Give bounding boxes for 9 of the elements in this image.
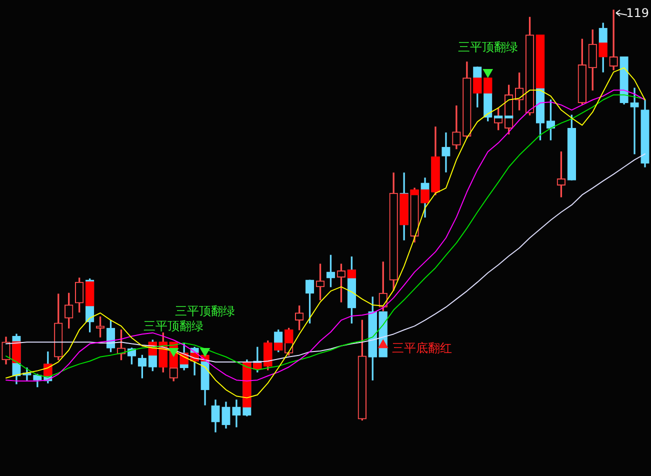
candlestick (630, 88, 639, 154)
series-label: 三平顶翻绿 (144, 319, 204, 334)
candlestick (609, 10, 618, 70)
text: 三平顶翻绿 (175, 304, 236, 318)
bar (347, 270, 356, 278)
candlestick (442, 132, 450, 172)
text: 三平顶翻绿 (458, 40, 518, 54)
annotation: 119 (626, 6, 649, 20)
series-label: 三平底翻红 (392, 341, 452, 356)
